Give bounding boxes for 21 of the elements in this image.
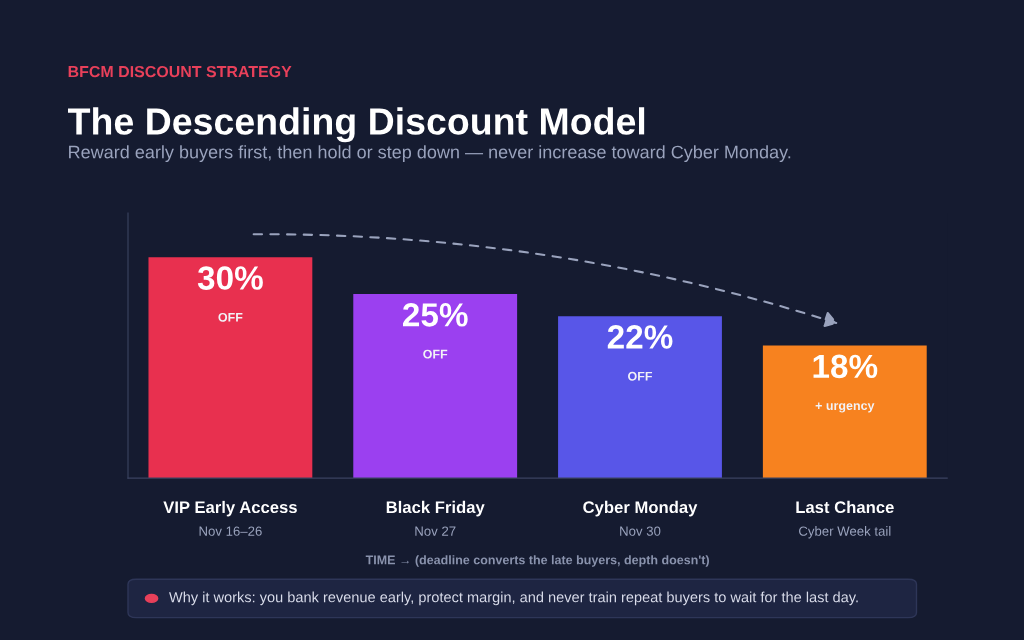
chart-subtitle: Reward early buyers first, then hold or step down — never increase toward Cyber Monday. — [69, 145, 791, 163]
data-label: 25% — [403, 303, 468, 327]
text: BFCM DISCOUNT STRATEGY — [68, 65, 292, 78]
x-tick-label: VIP Early Access Nov 16–26 — [163, 500, 297, 536]
x-tick-label: Cyber Monday Nov 30 — [583, 500, 698, 536]
annotation: OFF — [628, 371, 653, 381]
data-label: 18% — [813, 354, 878, 379]
bar — [353, 294, 518, 479]
x-tick-label: Last Chance Cyber Week tail — [796, 500, 894, 539]
chart-title: The Descending Discount Model — [68, 107, 645, 143]
annotation: + urgency — [815, 402, 875, 413]
text: Why it works: you bank revenue early, protect margin, and never train repeat buyers to wait for the last day. — [169, 591, 858, 606]
x-tick-label: Black Friday Nov 27 — [386, 500, 485, 536]
annotation: OFF — [423, 349, 448, 359]
bar — [762, 345, 927, 479]
annotation: OFF — [218, 312, 243, 322]
bar — [148, 257, 313, 479]
data-label: 30% — [197, 266, 263, 290]
bar — [558, 316, 722, 479]
data-label: 22% — [607, 325, 673, 349]
x-axis-title: TIME → (deadline converts the late buyers, depth doesn't) — [365, 555, 709, 567]
